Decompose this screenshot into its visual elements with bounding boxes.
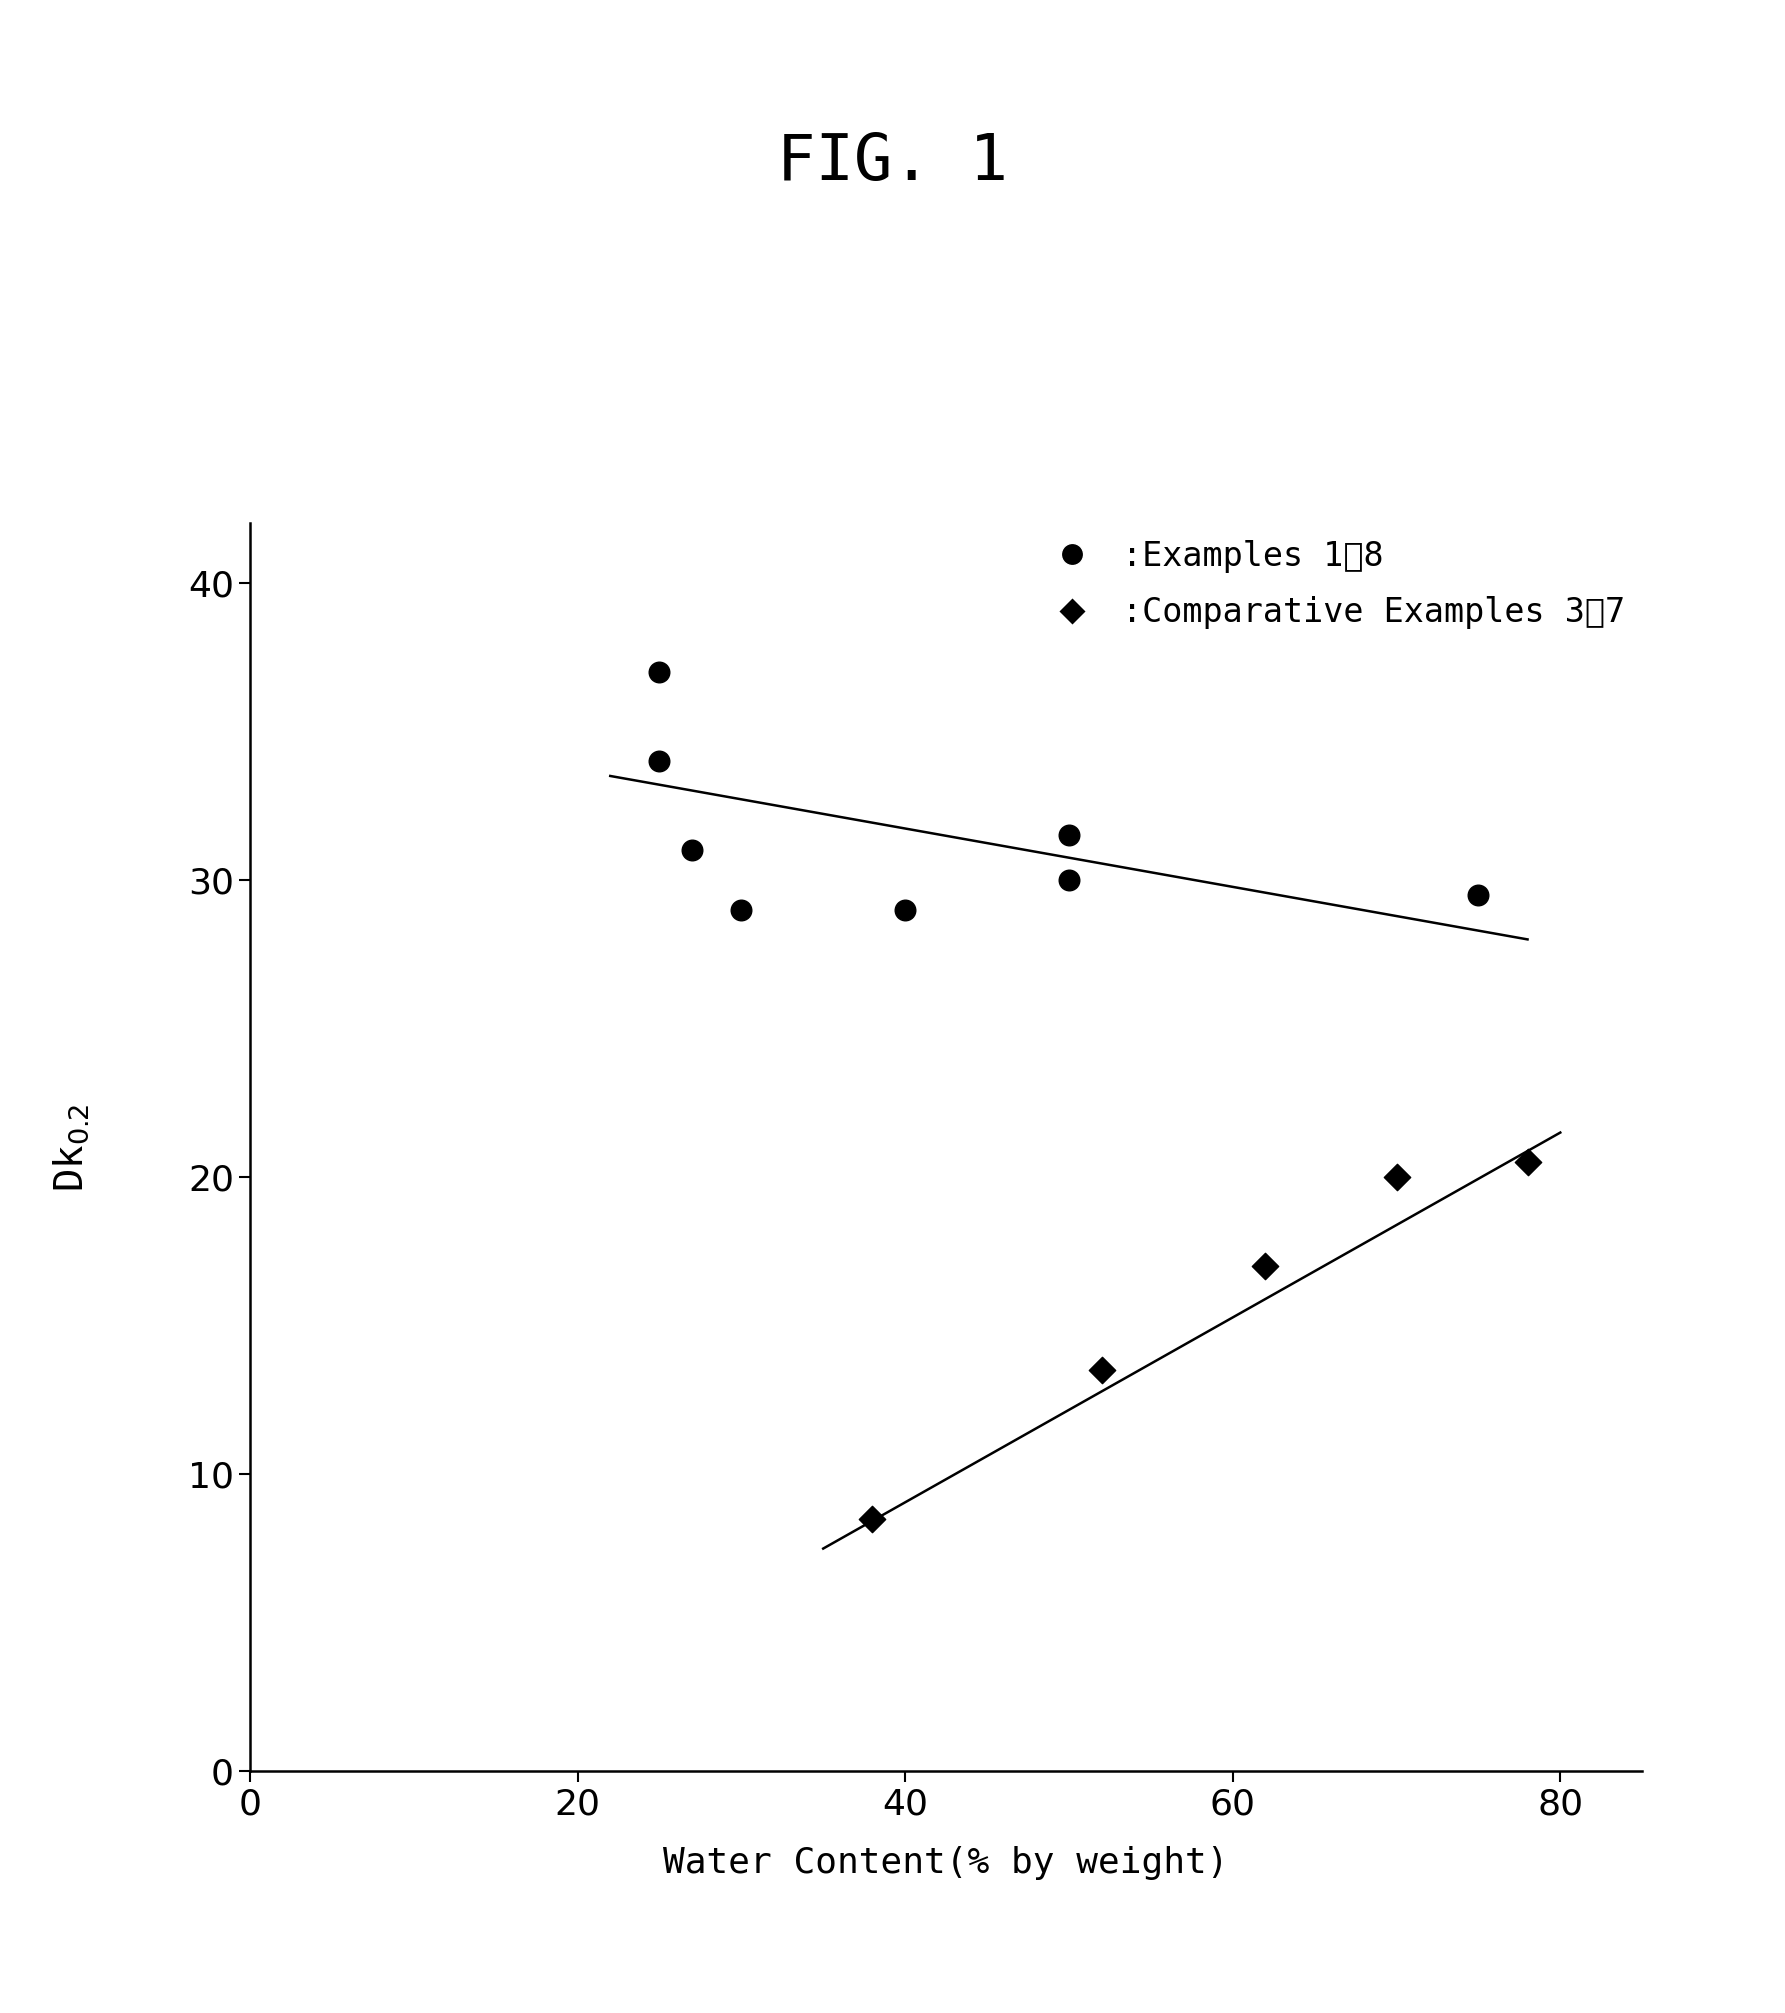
Point bbox=[1055, 864, 1083, 896]
Point bbox=[644, 656, 673, 688]
Point bbox=[1382, 1162, 1410, 1194]
Text: FIG. 1: FIG. 1 bbox=[776, 131, 1009, 193]
Point bbox=[891, 894, 919, 926]
Point bbox=[726, 894, 755, 926]
Point bbox=[1055, 819, 1083, 851]
Point bbox=[859, 1504, 887, 1536]
Point bbox=[1087, 1355, 1116, 1387]
Text: Dk$_{0.2}$: Dk$_{0.2}$ bbox=[52, 1103, 91, 1192]
X-axis label: Water Content(% by weight): Water Content(% by weight) bbox=[664, 1846, 1228, 1880]
Point bbox=[1464, 880, 1492, 912]
Point bbox=[1251, 1250, 1280, 1282]
Point bbox=[678, 833, 707, 866]
Legend: :Examples 1～8, :Comparative Examples 3～7: :Examples 1～8, :Comparative Examples 3～7 bbox=[1039, 539, 1626, 630]
Point bbox=[1514, 1145, 1542, 1178]
Point bbox=[644, 745, 673, 777]
